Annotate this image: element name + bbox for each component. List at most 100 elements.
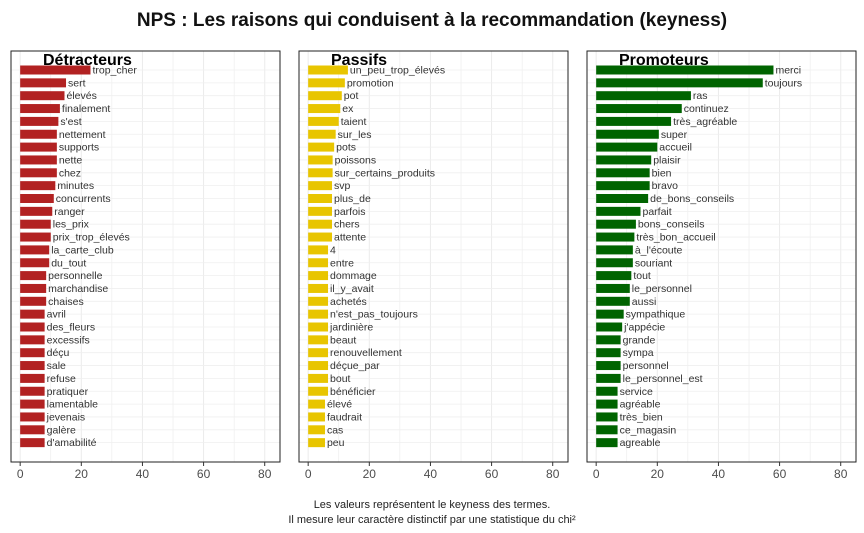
panel-3-x-tick-label: 40 — [712, 467, 726, 481]
panel-1-bar — [20, 142, 57, 152]
panel-1-bar-label: excessifs — [47, 334, 90, 346]
panel-2-bar-label: faudrait — [327, 411, 362, 423]
panel-1-bar-label: marchandise — [48, 283, 108, 295]
panel-1-x-tick-label: 20 — [75, 467, 89, 481]
panel-3-bar — [596, 91, 691, 101]
panel-1-bar — [20, 194, 54, 203]
panel-2-bar — [308, 116, 339, 126]
panel-3-bar-label: sympathique — [626, 309, 686, 321]
panel-1-bar-label: les_prix — [53, 219, 90, 231]
panel-1-bar-label: déçu — [47, 347, 70, 359]
panel-1-bar — [20, 348, 45, 358]
panel-1-bar-label: du_tout — [51, 257, 86, 269]
panel-1-bar — [20, 116, 59, 126]
panel-3-bar-label: agréable — [620, 399, 661, 411]
panel-2-bar-label: cas — [327, 424, 343, 436]
page-title: NPS : Les raisons qui conduisent à la re… — [136, 10, 728, 31]
panel-1-bar-label: s'est — [60, 116, 81, 128]
panel-1-bar-label: ranger — [54, 206, 85, 218]
panel-3-bar-label: agreable — [620, 437, 661, 449]
panel-2-bar-label: attente — [334, 232, 366, 244]
panel-2-bar — [308, 129, 336, 139]
panel-1-bar-label: chez — [59, 167, 81, 179]
panel-2-bar-label: bout — [330, 373, 351, 385]
panel-2-bar — [308, 322, 329, 332]
panel-1-bar-label: la_carte_club — [51, 244, 114, 256]
panel-2-bar-label: renouvellement — [330, 347, 402, 359]
panel-3-bar — [596, 168, 650, 178]
panel-2-bar — [308, 386, 329, 396]
panel-2-bar-label: promotion — [347, 77, 394, 89]
panel-1-bar-label: avril — [47, 309, 66, 321]
panel-3-bar-label: sympa — [623, 347, 654, 359]
panel-3-frame — [586, 50, 857, 463]
panel-3-bar-label: ce_magasin — [620, 424, 677, 436]
panel-1-bar — [20, 168, 57, 178]
panel-2-bar — [308, 309, 329, 319]
panel-2-x-tick-label: 60 — [485, 467, 499, 481]
panel-2-x-tick-label: 0 — [305, 467, 312, 481]
panel-1-x-tick-label: 40 — [136, 467, 150, 481]
panel-1-bar — [20, 78, 67, 88]
panel-1-bar — [20, 399, 45, 409]
panel-1-bar-label: minutes — [57, 180, 94, 192]
panel-1-bar — [20, 245, 50, 255]
panel-3-bar-label: continuez — [684, 103, 729, 115]
panel-1-bar-label: d'amabilité — [47, 437, 97, 449]
panel-2-bar-label: 4 — [330, 244, 336, 256]
panel-1-bar-label: trop_cher — [92, 65, 137, 77]
panel-2-bar — [308, 142, 335, 152]
caption-line-2: Il mesure leur caractère distinctif par … — [288, 514, 576, 526]
panel-2-bar-label: pots — [336, 142, 356, 154]
panel-3-bar-label: grande — [623, 334, 656, 346]
panel-2-bar-label: il_y_avait — [330, 283, 374, 295]
panel-1-bar — [20, 283, 47, 293]
panel-1-bar — [20, 232, 51, 242]
panel-1-bar-label: supports — [59, 142, 99, 154]
panel-2-bar — [308, 348, 329, 358]
panel-1-bar-label: prix_trop_élevés — [53, 232, 130, 244]
panel-2-bar — [308, 181, 333, 191]
panel-2-bar — [308, 219, 333, 229]
panel-2-bar — [308, 206, 333, 216]
panel-2-bar-label: achetés — [330, 296, 367, 308]
panel-2-bar-label: élevé — [327, 399, 352, 411]
panel-3-x-tick-label: 80 — [834, 467, 848, 481]
panel-2-bar-label: chers — [334, 219, 360, 231]
panel-3-bar-label: très_bien — [620, 411, 663, 423]
panel-1-bar-label: nette — [59, 154, 83, 166]
panel-2-bar — [308, 425, 325, 435]
panel-2-bar — [308, 258, 329, 268]
panel-1-bar-label: refuse — [47, 373, 76, 385]
panel-1-bar — [20, 181, 56, 191]
panel-1-bar-label: personnelle — [48, 270, 102, 282]
panel-1-frame — [10, 50, 281, 463]
panel-3-bar — [596, 65, 774, 75]
panel-2-frame — [298, 50, 569, 463]
panel-2-bar — [308, 412, 325, 422]
panel-3-bar-label: le_personnel_est — [623, 373, 703, 385]
panel-2-bar — [308, 104, 341, 114]
panel-2-bar-label: poissons — [335, 154, 376, 166]
panel-2-bar-label: entre — [330, 257, 354, 269]
panel-1-bar-label: élevés — [66, 90, 96, 102]
panel-1-bar — [20, 412, 45, 422]
panel-3-bar-label: le_personnel — [632, 283, 692, 295]
panel-2-bar-label: beaut — [330, 334, 356, 346]
panel-2-title: Passifs — [331, 52, 387, 69]
panel-2-bar — [308, 399, 325, 409]
panel-3-bar-label: ras — [693, 90, 708, 102]
panel-2-bar-label: plus_de — [334, 193, 371, 205]
panel-2-x-tick-label: 80 — [546, 467, 560, 481]
panel-3-bar — [596, 232, 635, 242]
panel-2-bar-label: un_peu_trop_élevés — [350, 65, 445, 77]
panel-1-bar — [20, 322, 45, 332]
panel-1-bar-label: sale — [47, 360, 66, 372]
panel-3-bar — [596, 129, 659, 139]
panel-2-bar — [308, 155, 333, 165]
panel-3-bar — [596, 219, 636, 229]
panel-3-bar — [596, 181, 650, 191]
panel-2-bar — [308, 245, 329, 255]
panel-3-bar — [596, 412, 618, 422]
